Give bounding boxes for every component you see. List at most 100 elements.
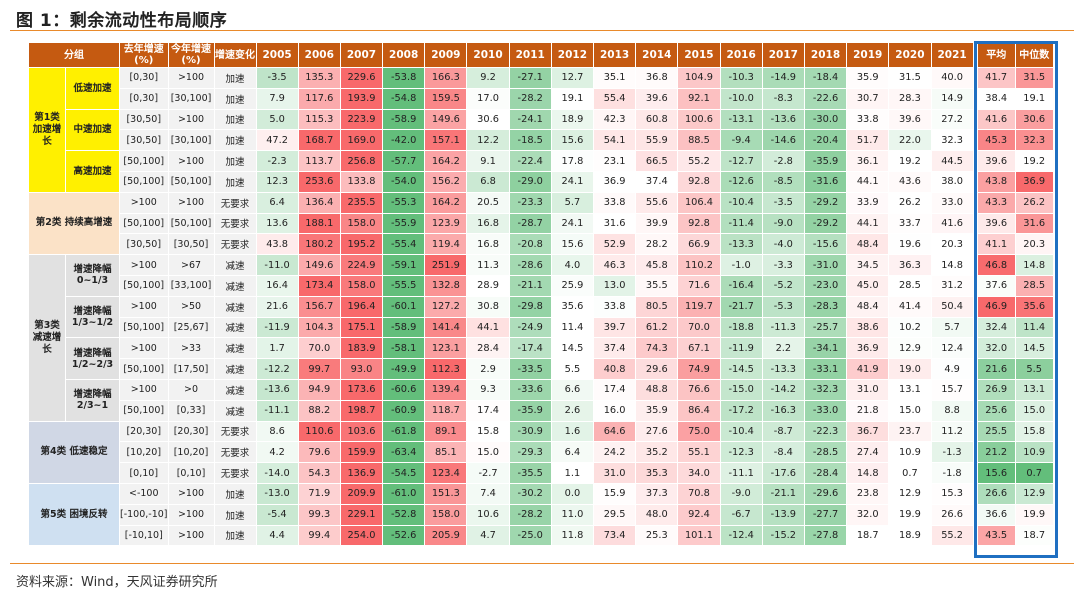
median-cell: 13.1: [1014, 378, 1054, 401]
value-cell: -28.4: [803, 462, 848, 484]
value-cell: -29.2: [803, 191, 848, 214]
value-cell: -55.5: [382, 274, 426, 297]
value-cell: 224.9: [339, 254, 384, 276]
prev-growth-range: [0,30]: [119, 67, 169, 89]
value-cell: 205.9: [424, 524, 468, 547]
value-cell: 25.3: [635, 524, 679, 547]
value-cell: -42.0: [382, 129, 426, 152]
value-cell: 88.2: [297, 399, 341, 422]
value-cell: 66.5: [635, 150, 679, 172]
value-cell: 180.2: [297, 233, 341, 256]
value-cell: 24.2: [593, 441, 637, 464]
average-cell: 41.6: [976, 108, 1016, 131]
prev-growth-range: >100: [119, 337, 169, 360]
value-cell: 12.9: [888, 337, 932, 360]
value-cell: 36.7: [846, 420, 890, 443]
value-cell: 99.7: [297, 358, 341, 380]
group-label: 第1类 加速增长: [28, 67, 66, 193]
value-cell: 39.6: [888, 108, 932, 131]
value-cell: 35.5: [635, 274, 679, 297]
value-cell: -30.0: [803, 108, 848, 131]
value-cell: -33.0: [803, 399, 848, 422]
value-cell: 74.3: [635, 337, 679, 360]
value-cell: 75.0: [677, 420, 721, 443]
value-cell: 24.1: [550, 212, 595, 235]
value-cell: -21.1: [761, 482, 805, 505]
value-cell: -29.8: [508, 295, 552, 318]
value-cell: 33.8: [593, 295, 637, 318]
value-cell: 19.1: [550, 87, 595, 110]
value-cell: 9.2: [466, 67, 510, 89]
growth-change: 无要求: [213, 212, 257, 235]
median-cell: 5.5: [1014, 358, 1054, 380]
source-rule: [10, 563, 1074, 564]
subgroup-label: 高速加速: [65, 150, 120, 193]
value-cell: -60.6: [382, 378, 426, 401]
value-cell: -17.2: [719, 399, 763, 422]
median-cell: 12.9: [1014, 482, 1054, 505]
value-cell: 0.7: [888, 462, 932, 484]
table-row: [0,30] [30,100] 加速 7.9 117.6 193.9 -54.8 159.5 1…: [29, 87, 1054, 110]
value-cell: -9.4: [719, 129, 763, 152]
median-cell: 32.3: [1014, 129, 1054, 152]
value-cell: 6.4: [255, 191, 299, 214]
value-cell: -29.6: [803, 482, 848, 505]
value-cell: -63.4: [382, 441, 426, 464]
value-cell: -58.9: [382, 108, 426, 131]
value-cell: 127.2: [424, 295, 468, 318]
value-cell: -14.6: [761, 129, 805, 152]
value-cell: 40.0: [930, 67, 974, 89]
value-cell: 36.8: [635, 67, 679, 89]
value-cell: 46.3: [593, 254, 637, 276]
value-cell: 254.0: [339, 524, 384, 547]
value-cell: 117.6: [297, 87, 341, 110]
value-cell: -9.0: [761, 212, 805, 235]
prev-growth-range: >100: [119, 295, 169, 318]
value-cell: 10.6: [466, 503, 510, 526]
value-cell: 34.5: [846, 254, 890, 276]
value-cell: -15.6: [803, 233, 848, 256]
curr-growth-range: [30,50]: [167, 233, 215, 256]
growth-change: 加速: [213, 67, 257, 89]
median-cell: 19.9: [1014, 503, 1054, 526]
value-cell: 27.4: [846, 441, 890, 464]
value-cell: 158.0: [339, 274, 384, 297]
prev-growth-range: [0,10]: [119, 462, 169, 484]
value-cell: 16.4: [255, 274, 299, 297]
value-cell: 9.3: [466, 378, 510, 401]
value-cell: 6.4: [550, 441, 595, 464]
table-row: 增速降幅 2/3~1 >100 >0 减速 -13.6 94.9 173.6 -60.6 139…: [29, 378, 1054, 422]
value-cell: 14.8: [930, 254, 974, 276]
table-row: 第5类 困境反转 <-100 >100 加速 -13.0 71.9 209.9 -61.0 15…: [28, 482, 1054, 547]
value-cell: -11.3: [761, 316, 805, 339]
median-cell: 11.4: [1014, 316, 1054, 339]
growth-change: 加速: [213, 87, 257, 110]
value-cell: 119.7: [677, 295, 721, 318]
header-prev-growth: 去年增速 (%): [119, 42, 169, 68]
value-cell: 39.9: [635, 212, 679, 235]
table-row: 高速加速 [50,100] >100 加速 -2.3 113.7 256.8 -57.7 164…: [29, 150, 1054, 193]
growth-change: 无要求: [213, 462, 257, 484]
value-cell: 79.6: [297, 441, 341, 464]
value-cell: -21.7: [719, 295, 763, 318]
curr-growth-range: >100: [167, 524, 215, 547]
value-cell: 13.0: [593, 274, 637, 297]
header-year: 2009: [424, 42, 468, 68]
header-year: 2021: [930, 42, 974, 68]
header-year: 2014: [635, 42, 679, 68]
value-cell: 164.2: [424, 150, 468, 172]
average-cell: 38.4: [976, 87, 1016, 110]
value-cell: 35.2: [635, 441, 679, 464]
header-group: 分组: [28, 42, 120, 68]
prev-growth-range: [0,30]: [119, 87, 169, 110]
value-cell: 32.0: [846, 503, 890, 526]
curr-growth-range: [50,100]: [167, 170, 215, 193]
value-cell: 183.9: [339, 337, 384, 360]
value-cell: -34.1: [803, 337, 848, 360]
prev-growth-range: [30,50]: [119, 108, 169, 131]
table-row: 增速降幅 1/2~2/3 >100 >33 减速 1.7 70.0 183.9 -58.1 12…: [29, 337, 1054, 380]
value-cell: 12.2: [466, 129, 510, 152]
value-cell: -20.8: [508, 233, 552, 256]
value-cell: 1.1: [550, 462, 595, 484]
value-cell: -27.8: [803, 524, 848, 547]
